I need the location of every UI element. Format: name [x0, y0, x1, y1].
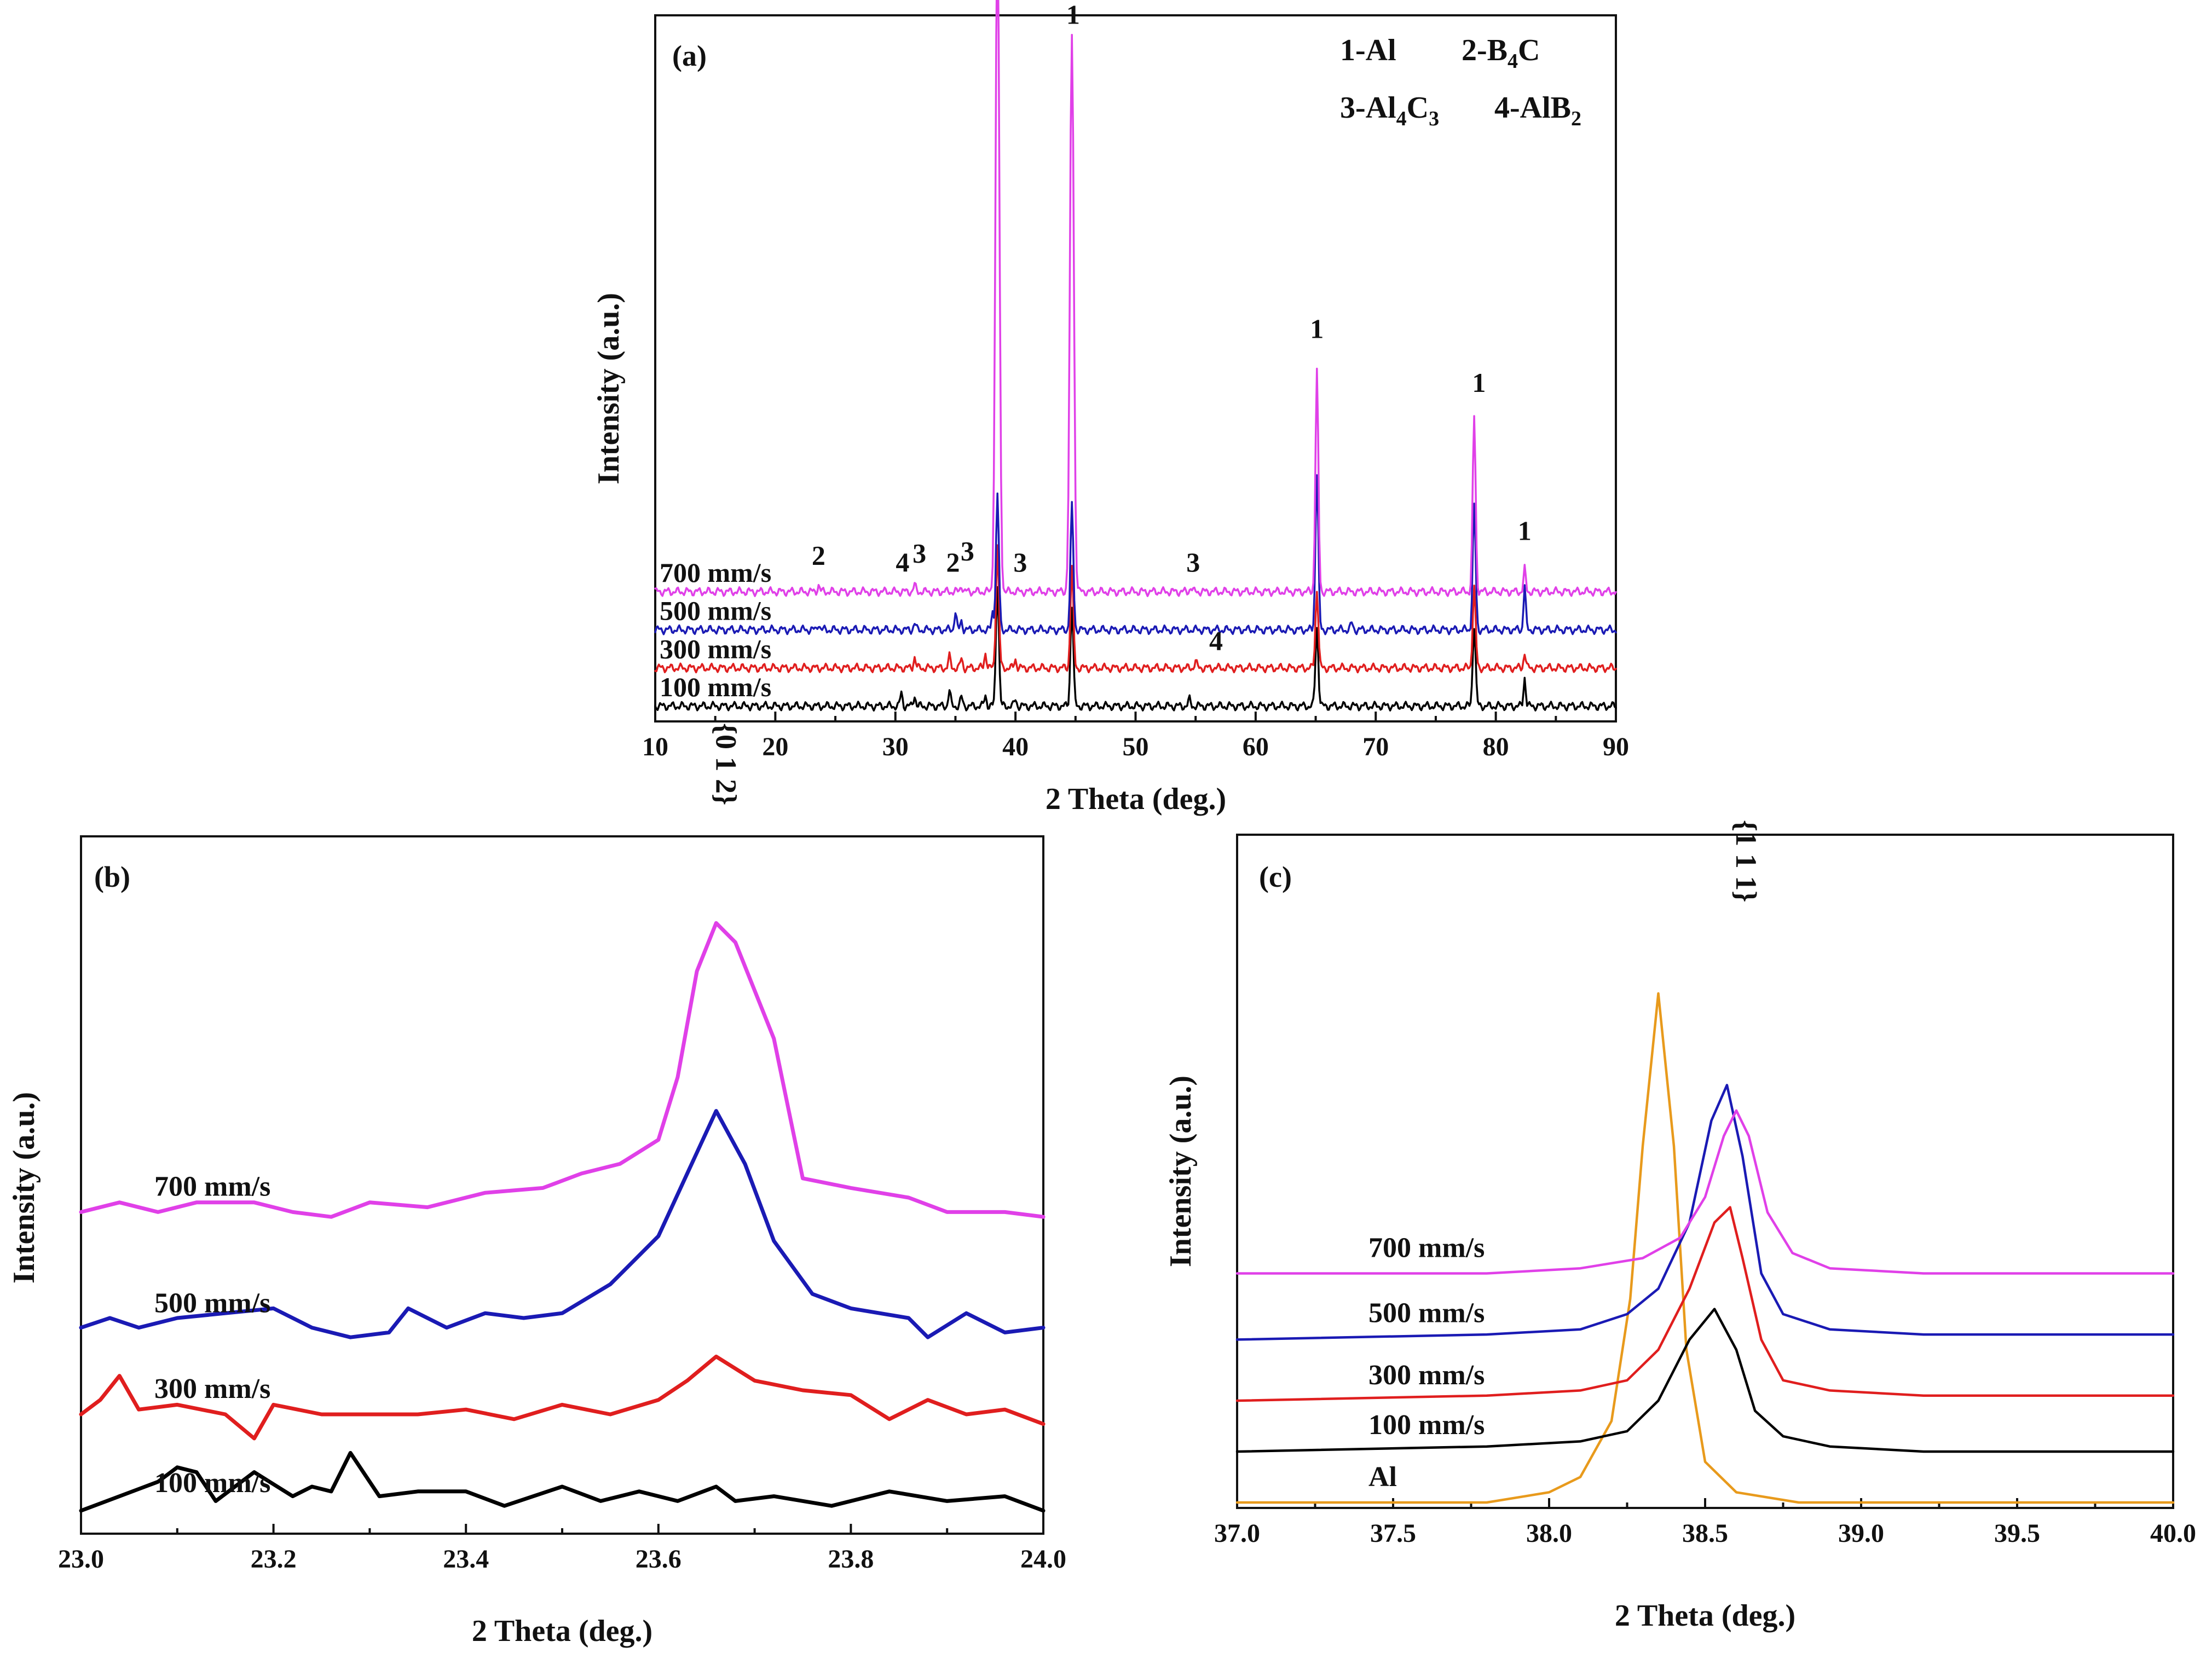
- panel-c-series-label: Al: [1368, 1461, 1397, 1493]
- panel-c-111-peak: (c) 37.0 37.5 38.0 38.5 39.0 39.5 40.0 Al 100 m…: [1164, 820, 2196, 1633]
- legend-item-al4c3: 3-Al4C3: [1340, 91, 1439, 130]
- panel-a-series-700-mm-s: [654, 0, 1617, 597]
- panel-a-peak-annotation: 2: [812, 540, 825, 571]
- panel-a-series-label: 300 mm/s: [660, 633, 771, 664]
- legend-item-alb2: 4-AlB2: [1494, 91, 1581, 130]
- panel-c-x-tick-label: 37.0: [1214, 1519, 1260, 1548]
- panel-a-series-label: 100 mm/s: [660, 672, 771, 702]
- panel-a-x-tick-label: 80: [1483, 732, 1509, 761]
- panel-b-series-500-mm-s: [79, 1109, 1046, 1339]
- panel-c-x-tick-label: 37.5: [1370, 1519, 1416, 1548]
- panel-c-y-axis-label: Intensity (a.u.): [1164, 1076, 1198, 1267]
- panel-a-series-100-mm-s: [654, 586, 1617, 712]
- panel-c-x-axis-label: 2 Theta (deg.): [1615, 1599, 1795, 1633]
- panel-a-peak-annotation: 3: [961, 536, 974, 567]
- panel-a-x-tick-label: 60: [1243, 732, 1269, 761]
- panel-a-series-300-mm-s: [654, 544, 1617, 674]
- panel-b-x-tick-label: 23.0: [58, 1545, 104, 1574]
- panel-c-series-300-mm-s: [1235, 1206, 2175, 1402]
- panel-a-peak-annotation: 1: [1518, 516, 1532, 546]
- panel-c-series-label: 300 mm/s: [1368, 1360, 1485, 1391]
- panel-c-label: (c): [1259, 860, 1292, 893]
- panel-b-series-label: 100 mm/s: [154, 1467, 270, 1499]
- legend-item-b4c: 2-B4C: [1462, 33, 1540, 73]
- panel-a-peak-annotation: 4: [1209, 626, 1223, 656]
- panel-a-series-label: 500 mm/s: [660, 596, 771, 626]
- panel-a-x-tick-label: 50: [1123, 732, 1149, 761]
- panel-a-y-axis-label: Intensity (a.u.): [592, 293, 626, 484]
- panel-a-peak-annotation: 1: [1066, 0, 1080, 30]
- panel-a-xrd-overview: (a) 10 20 30 40 50 60 70 80 90 100 mm/s 300 mm/s 5…: [592, 0, 1629, 816]
- panel-c-series-500-mm-s: [1235, 1084, 2175, 1341]
- panel-c-x-tick-label: 40.0: [2150, 1519, 2196, 1548]
- panel-b-series-label: 500 mm/s: [154, 1288, 270, 1319]
- panel-a-peak-annotation: 2: [946, 547, 960, 577]
- panel-a-label: (a): [672, 39, 707, 72]
- legend-item-al: 1-Al: [1340, 33, 1396, 67]
- panel-a-phase-legend: 1-Al 2-B4C 3-Al4C3 4-AlB2: [1340, 33, 1581, 130]
- panel-b-peak-label: {0 1 2}: [709, 723, 742, 806]
- panel-b-y-axis-label: Intensity (a.u.): [7, 1092, 41, 1284]
- panel-b-x-tick-label: 23.6: [636, 1545, 681, 1574]
- panel-a-x-axis-label: 2 Theta (deg.): [1046, 782, 1226, 816]
- panel-b-x-tick-label: 23.4: [443, 1545, 489, 1574]
- panel-b-x-axis-label: 2 Theta (deg.): [472, 1614, 652, 1648]
- panel-b-label: (b): [94, 860, 130, 893]
- panel-c-series-100-mm-s: [1235, 1308, 2175, 1453]
- panel-b-series-label: 300 mm/s: [154, 1373, 270, 1405]
- panel-b-012-peak: (b) 23.0 23.2 23.4 23.6 23.8 24.0 100 mm/s 300…: [7, 723, 1066, 1648]
- panel-a-series-label: 700 mm/s: [660, 557, 771, 588]
- panel-b-series-100-mm-s: [79, 1450, 1046, 1513]
- panel-c-series-label: 700 mm/s: [1368, 1233, 1485, 1264]
- panel-c-x-tick-label: 39.5: [1994, 1519, 2040, 1548]
- panel-c-frame: [1236, 834, 2174, 1509]
- panel-c-series-700-mm-s: [1235, 1109, 2175, 1275]
- panel-b-series-300-mm-s: [79, 1354, 1046, 1441]
- panel-c-x-tick-label: 39.0: [1838, 1519, 1884, 1548]
- panel-c-series-label: 100 mm/s: [1368, 1409, 1485, 1441]
- panel-c-series-al: [1235, 992, 2175, 1504]
- panel-a-x-tick-label: 70: [1362, 732, 1389, 761]
- panel-a-peak-annotation: 3: [1013, 547, 1027, 577]
- panel-a-peak-annotation: 1: [1472, 367, 1486, 398]
- panel-a-x-tick-label: 10: [642, 732, 668, 761]
- panel-a-x-tick-label: 30: [882, 732, 909, 761]
- panel-a-x-tick-label: 90: [1603, 732, 1629, 761]
- panel-a-x-tick-label: 40: [1002, 732, 1029, 761]
- panel-a-peak-annotation: 4: [896, 547, 909, 577]
- panel-b-x-tick-label: 23.2: [251, 1545, 297, 1574]
- panel-b-x-tick-label: 23.8: [828, 1545, 874, 1574]
- panel-c-x-tick-label: 38.0: [1526, 1519, 1572, 1548]
- panel-c-series-label: 500 mm/s: [1368, 1297, 1485, 1328]
- panel-a-peak-annotation: 1: [1310, 314, 1324, 344]
- panel-a-series-500-mm-s: [654, 474, 1617, 635]
- panel-b-series-label: 700 mm/s: [154, 1171, 270, 1202]
- panel-a-peak-annotation: 3: [1186, 547, 1200, 577]
- panel-b-series-700-mm-s: [79, 921, 1046, 1219]
- panel-c-peak-label: {1 1 1}: [1730, 820, 1763, 903]
- panel-c-x-tick-label: 38.5: [1682, 1519, 1728, 1548]
- panel-a-x-tick-label: 20: [762, 732, 788, 761]
- panel-b-x-tick-label: 24.0: [1020, 1545, 1066, 1574]
- panel-a-peak-annotation: 3: [912, 538, 926, 569]
